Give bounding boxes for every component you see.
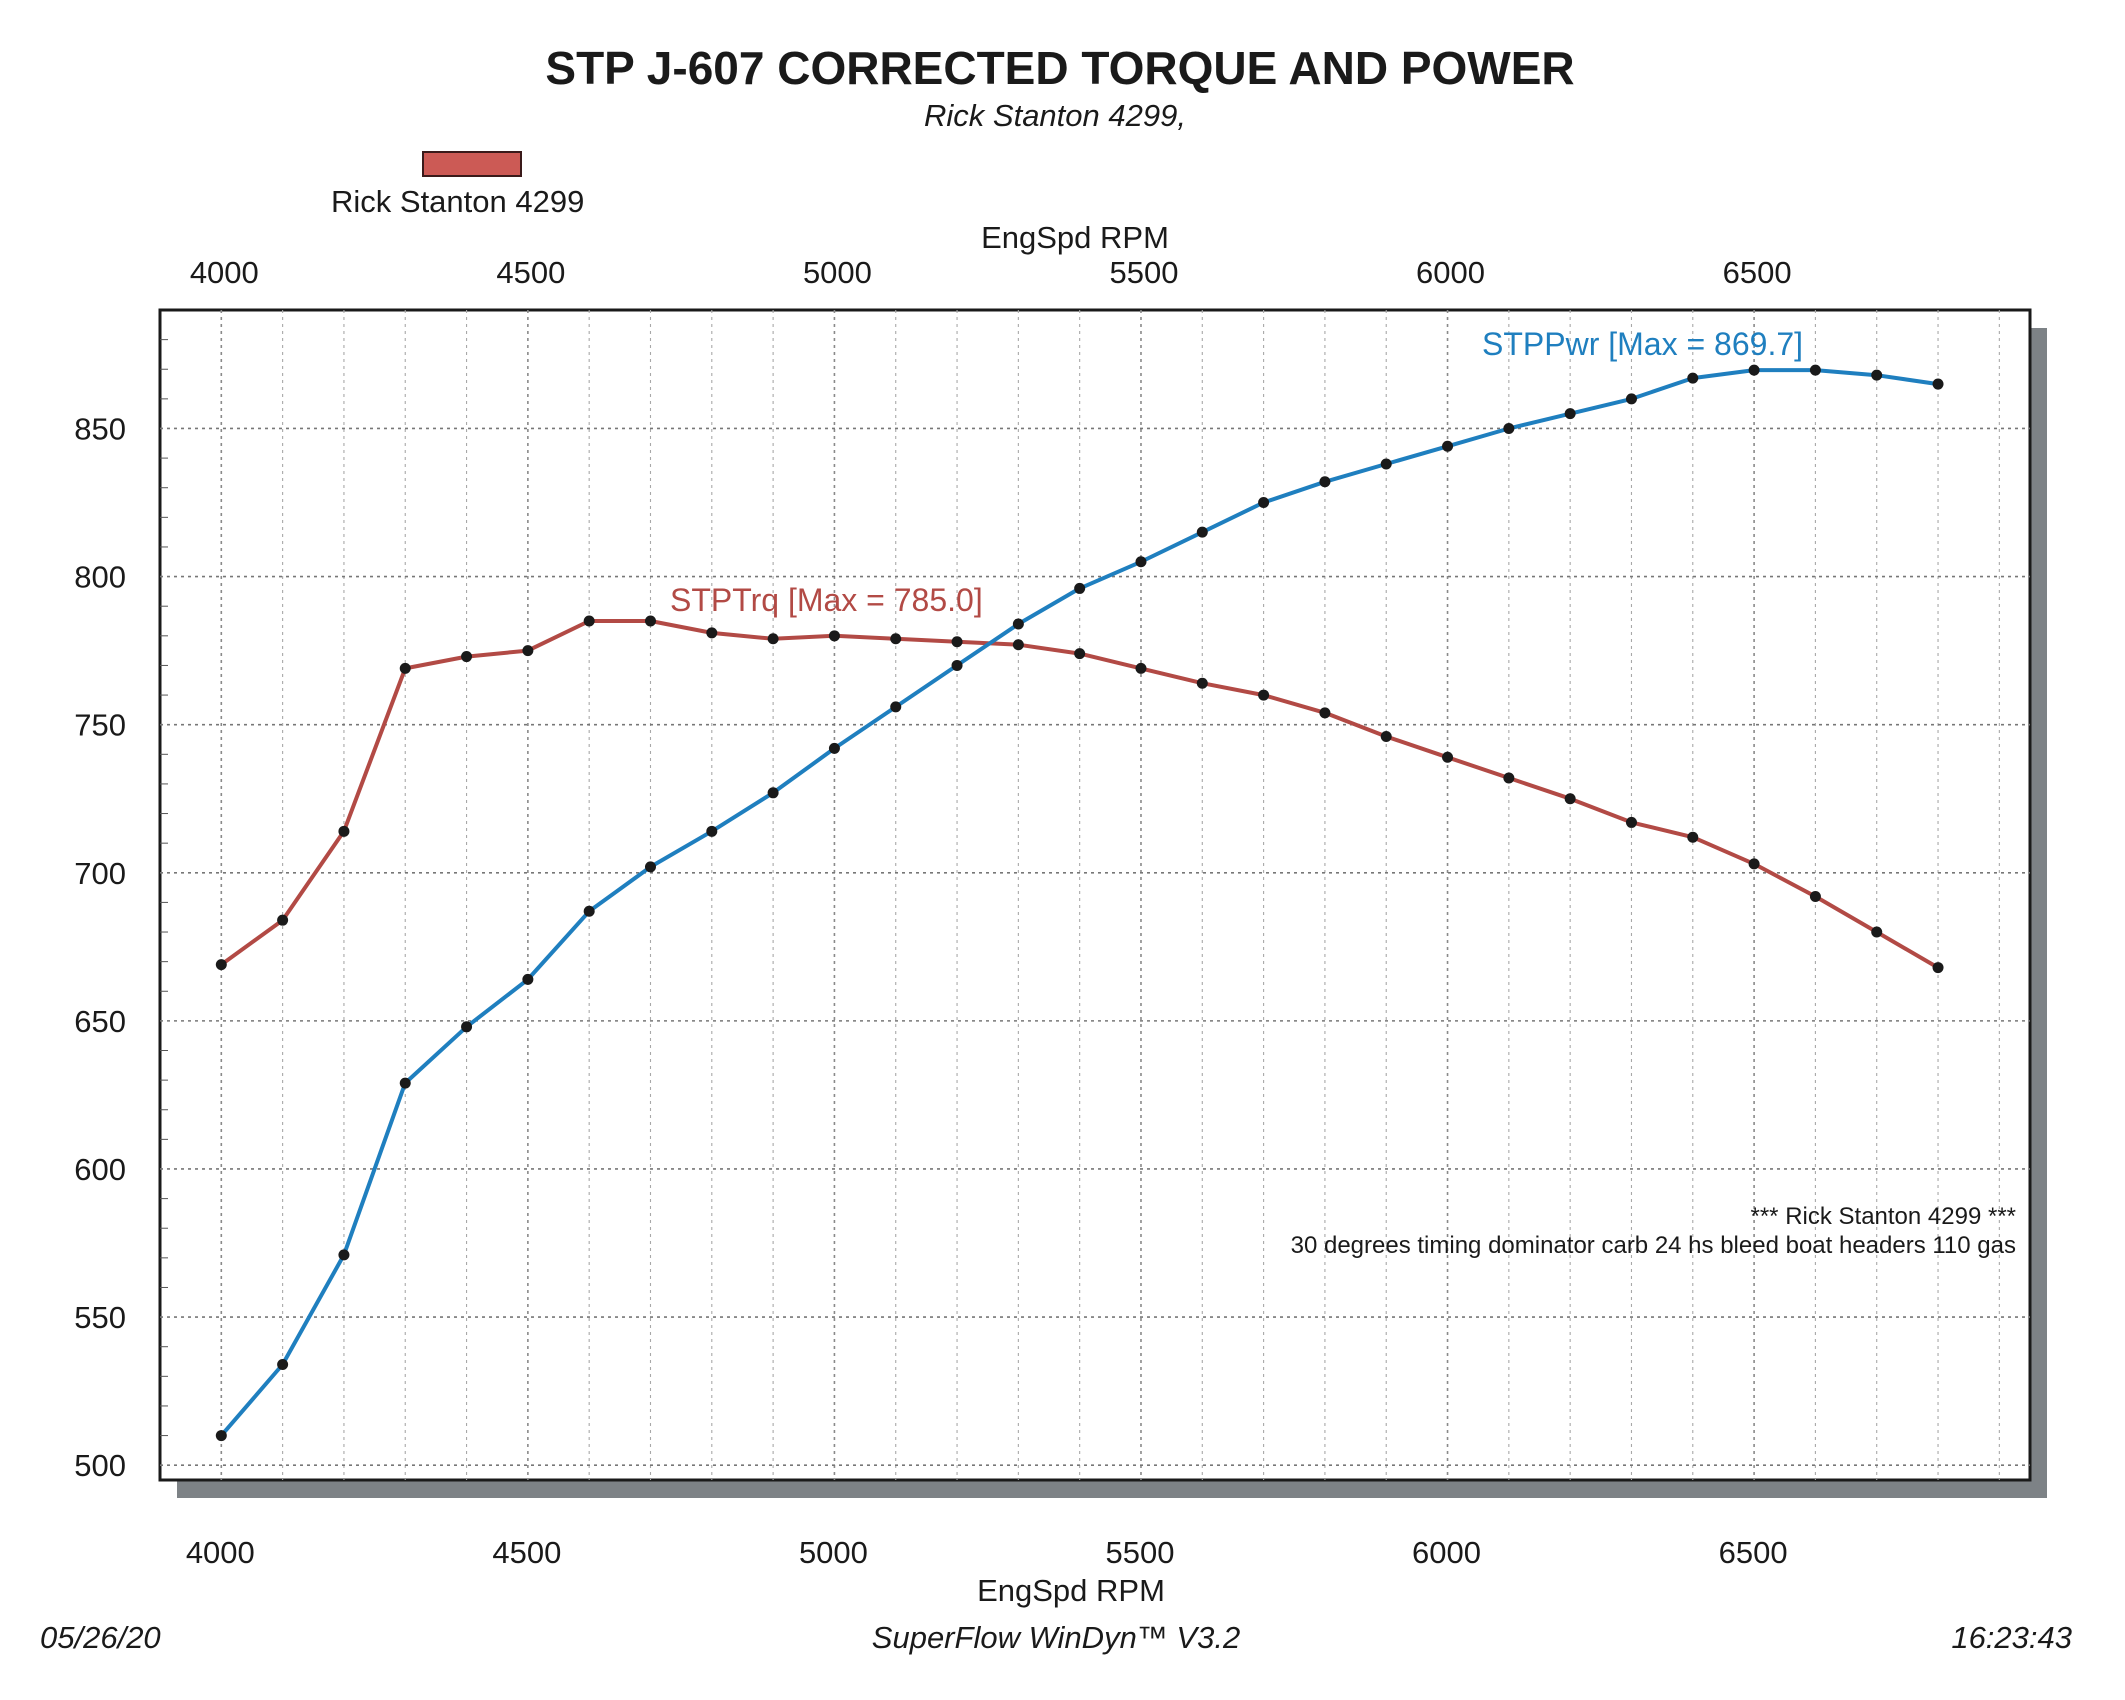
data-point-stptrq (1258, 689, 1270, 701)
data-point-stppwr (1871, 369, 1883, 381)
data-point-stppwr (461, 1021, 473, 1033)
data-point-stppwr (1932, 378, 1944, 390)
x-tick-labels-top: 4000 4500 5000 5500 6000 6500 (190, 255, 1792, 290)
data-point-stptrq (828, 630, 840, 642)
legend-label: Rick Stanton 4299 (331, 184, 584, 219)
data-point-stppwr (951, 659, 963, 671)
x-axis-label-top: EngSpd RPM (981, 220, 1169, 255)
data-point-stppwr (1196, 526, 1208, 538)
data-point-stppwr (1442, 440, 1454, 452)
y-tick-label: 550 (74, 1300, 126, 1335)
legend-swatch (422, 151, 522, 177)
data-point-stptrq (1871, 926, 1883, 938)
data-point-stptrq (1503, 772, 1515, 784)
plot-frame (158, 308, 2032, 1482)
data-point-stptrq (461, 651, 473, 663)
data-point-stptrq (1196, 677, 1208, 689)
data-point-stptrq (951, 636, 963, 648)
y-tick-label: 700 (74, 856, 126, 891)
data-point-stppwr (1380, 458, 1392, 470)
data-point-stppwr (1564, 408, 1576, 420)
x-axis-label-bottom: EngSpd RPM (977, 1573, 1165, 1608)
note-line-2: 30 degrees timing dominator carb 24 hs b… (1291, 1232, 2016, 1259)
data-point-stptrq (1564, 793, 1576, 805)
data-point-stptrq (583, 615, 595, 627)
x-tick-label-bottom: 6000 (1412, 1535, 1481, 1570)
data-point-stppwr (644, 861, 656, 873)
data-point-stptrq (1442, 751, 1454, 763)
x-tick-label-bottom: 4500 (492, 1535, 561, 1570)
x-tick-label-top: 4000 (190, 255, 259, 290)
x-tick-labels-bottom: 4000 4500 5000 5500 6000 6500 (186, 1535, 1788, 1570)
note-line-1: *** Rick Stanton 4299 *** (1751, 1203, 2017, 1230)
series-label-torque: STPTrq [Max = 785.0] (670, 582, 983, 618)
data-point-stppwr (1748, 364, 1760, 376)
data-point-stppwr (1258, 497, 1270, 509)
data-point-stppwr (767, 787, 779, 799)
data-point-stppwr (338, 1249, 350, 1261)
data-point-stppwr (1319, 476, 1331, 488)
data-point-stptrq (399, 662, 411, 674)
data-point-stptrq (1748, 858, 1760, 870)
x-tick-label-bottom: 6500 (1719, 1535, 1788, 1570)
legend: Rick Stanton 4299 (331, 151, 584, 219)
y-tick-label: 650 (74, 1004, 126, 1039)
x-tick-label-top: 4500 (496, 255, 565, 290)
data-point-stppwr (706, 825, 718, 837)
data-point-stptrq (767, 633, 779, 645)
footer-date: 05/26/20 (40, 1620, 161, 1655)
y-tick-label: 750 (74, 708, 126, 743)
data-point-stptrq (1074, 648, 1086, 660)
data-point-stptrq (1687, 831, 1699, 843)
data-point-stptrq (522, 645, 534, 657)
data-point-stptrq (1932, 962, 1944, 974)
data-point-stptrq (215, 959, 227, 971)
data-point-stptrq (1625, 816, 1637, 828)
x-tick-label-bottom: 5500 (1105, 1535, 1174, 1570)
data-point-stppwr (583, 905, 595, 917)
data-point-stppwr (890, 701, 902, 713)
footer-software: SuperFlow WinDyn™ V3.2 (872, 1620, 1240, 1655)
x-tick-label-top: 6000 (1416, 255, 1485, 290)
y-tick-label: 800 (74, 560, 126, 595)
data-point-stptrq (1380, 731, 1392, 743)
data-point-stptrq (1319, 707, 1331, 719)
footer-time: 16:23:43 (1951, 1620, 2072, 1655)
y-tick-labels: 500 550 600 650 700 750 800 850 (74, 411, 126, 1483)
data-point-stppwr (399, 1077, 411, 1089)
data-point-stppwr (1687, 372, 1699, 384)
grid (160, 310, 2030, 1480)
data-point-stptrq (644, 615, 656, 627)
data-point-stppwr (1809, 364, 1821, 376)
data-point-stppwr (1625, 393, 1637, 405)
data-point-stptrq (1135, 662, 1147, 674)
data-point-stppwr (1074, 582, 1086, 594)
data-point-stppwr (277, 1358, 289, 1370)
data-point-stptrq (338, 825, 350, 837)
x-tick-label-top: 5500 (1109, 255, 1178, 290)
x-tick-label-bottom: 5000 (799, 1535, 868, 1570)
chart-title: STP J-607 CORRECTED TORQUE AND POWER (545, 42, 1574, 94)
x-tick-label-top: 6500 (1723, 255, 1792, 290)
chart-subtitle: Rick Stanton 4299, (924, 98, 1186, 133)
data-point-stppwr (215, 1430, 227, 1442)
data-point-stptrq (706, 627, 718, 639)
data-point-stptrq (890, 633, 902, 645)
x-tick-label-bottom: 4000 (186, 1535, 255, 1570)
x-tick-label-top: 5000 (803, 255, 872, 290)
series-layer (215, 364, 1944, 1442)
data-point-stppwr (1135, 556, 1147, 568)
series-label-power: STPPwr [Max = 869.7] (1482, 326, 1803, 362)
data-point-stppwr (1503, 422, 1515, 434)
data-point-stptrq (277, 914, 289, 926)
y-tick-label: 600 (74, 1152, 126, 1187)
data-point-stptrq (1809, 890, 1821, 902)
data-point-stptrq (1012, 639, 1024, 651)
data-point-stppwr (1012, 618, 1024, 630)
data-point-stppwr (522, 973, 534, 985)
y-tick-label: 850 (74, 411, 126, 446)
y-tick-label: 500 (74, 1448, 126, 1483)
data-point-stppwr (828, 742, 840, 754)
